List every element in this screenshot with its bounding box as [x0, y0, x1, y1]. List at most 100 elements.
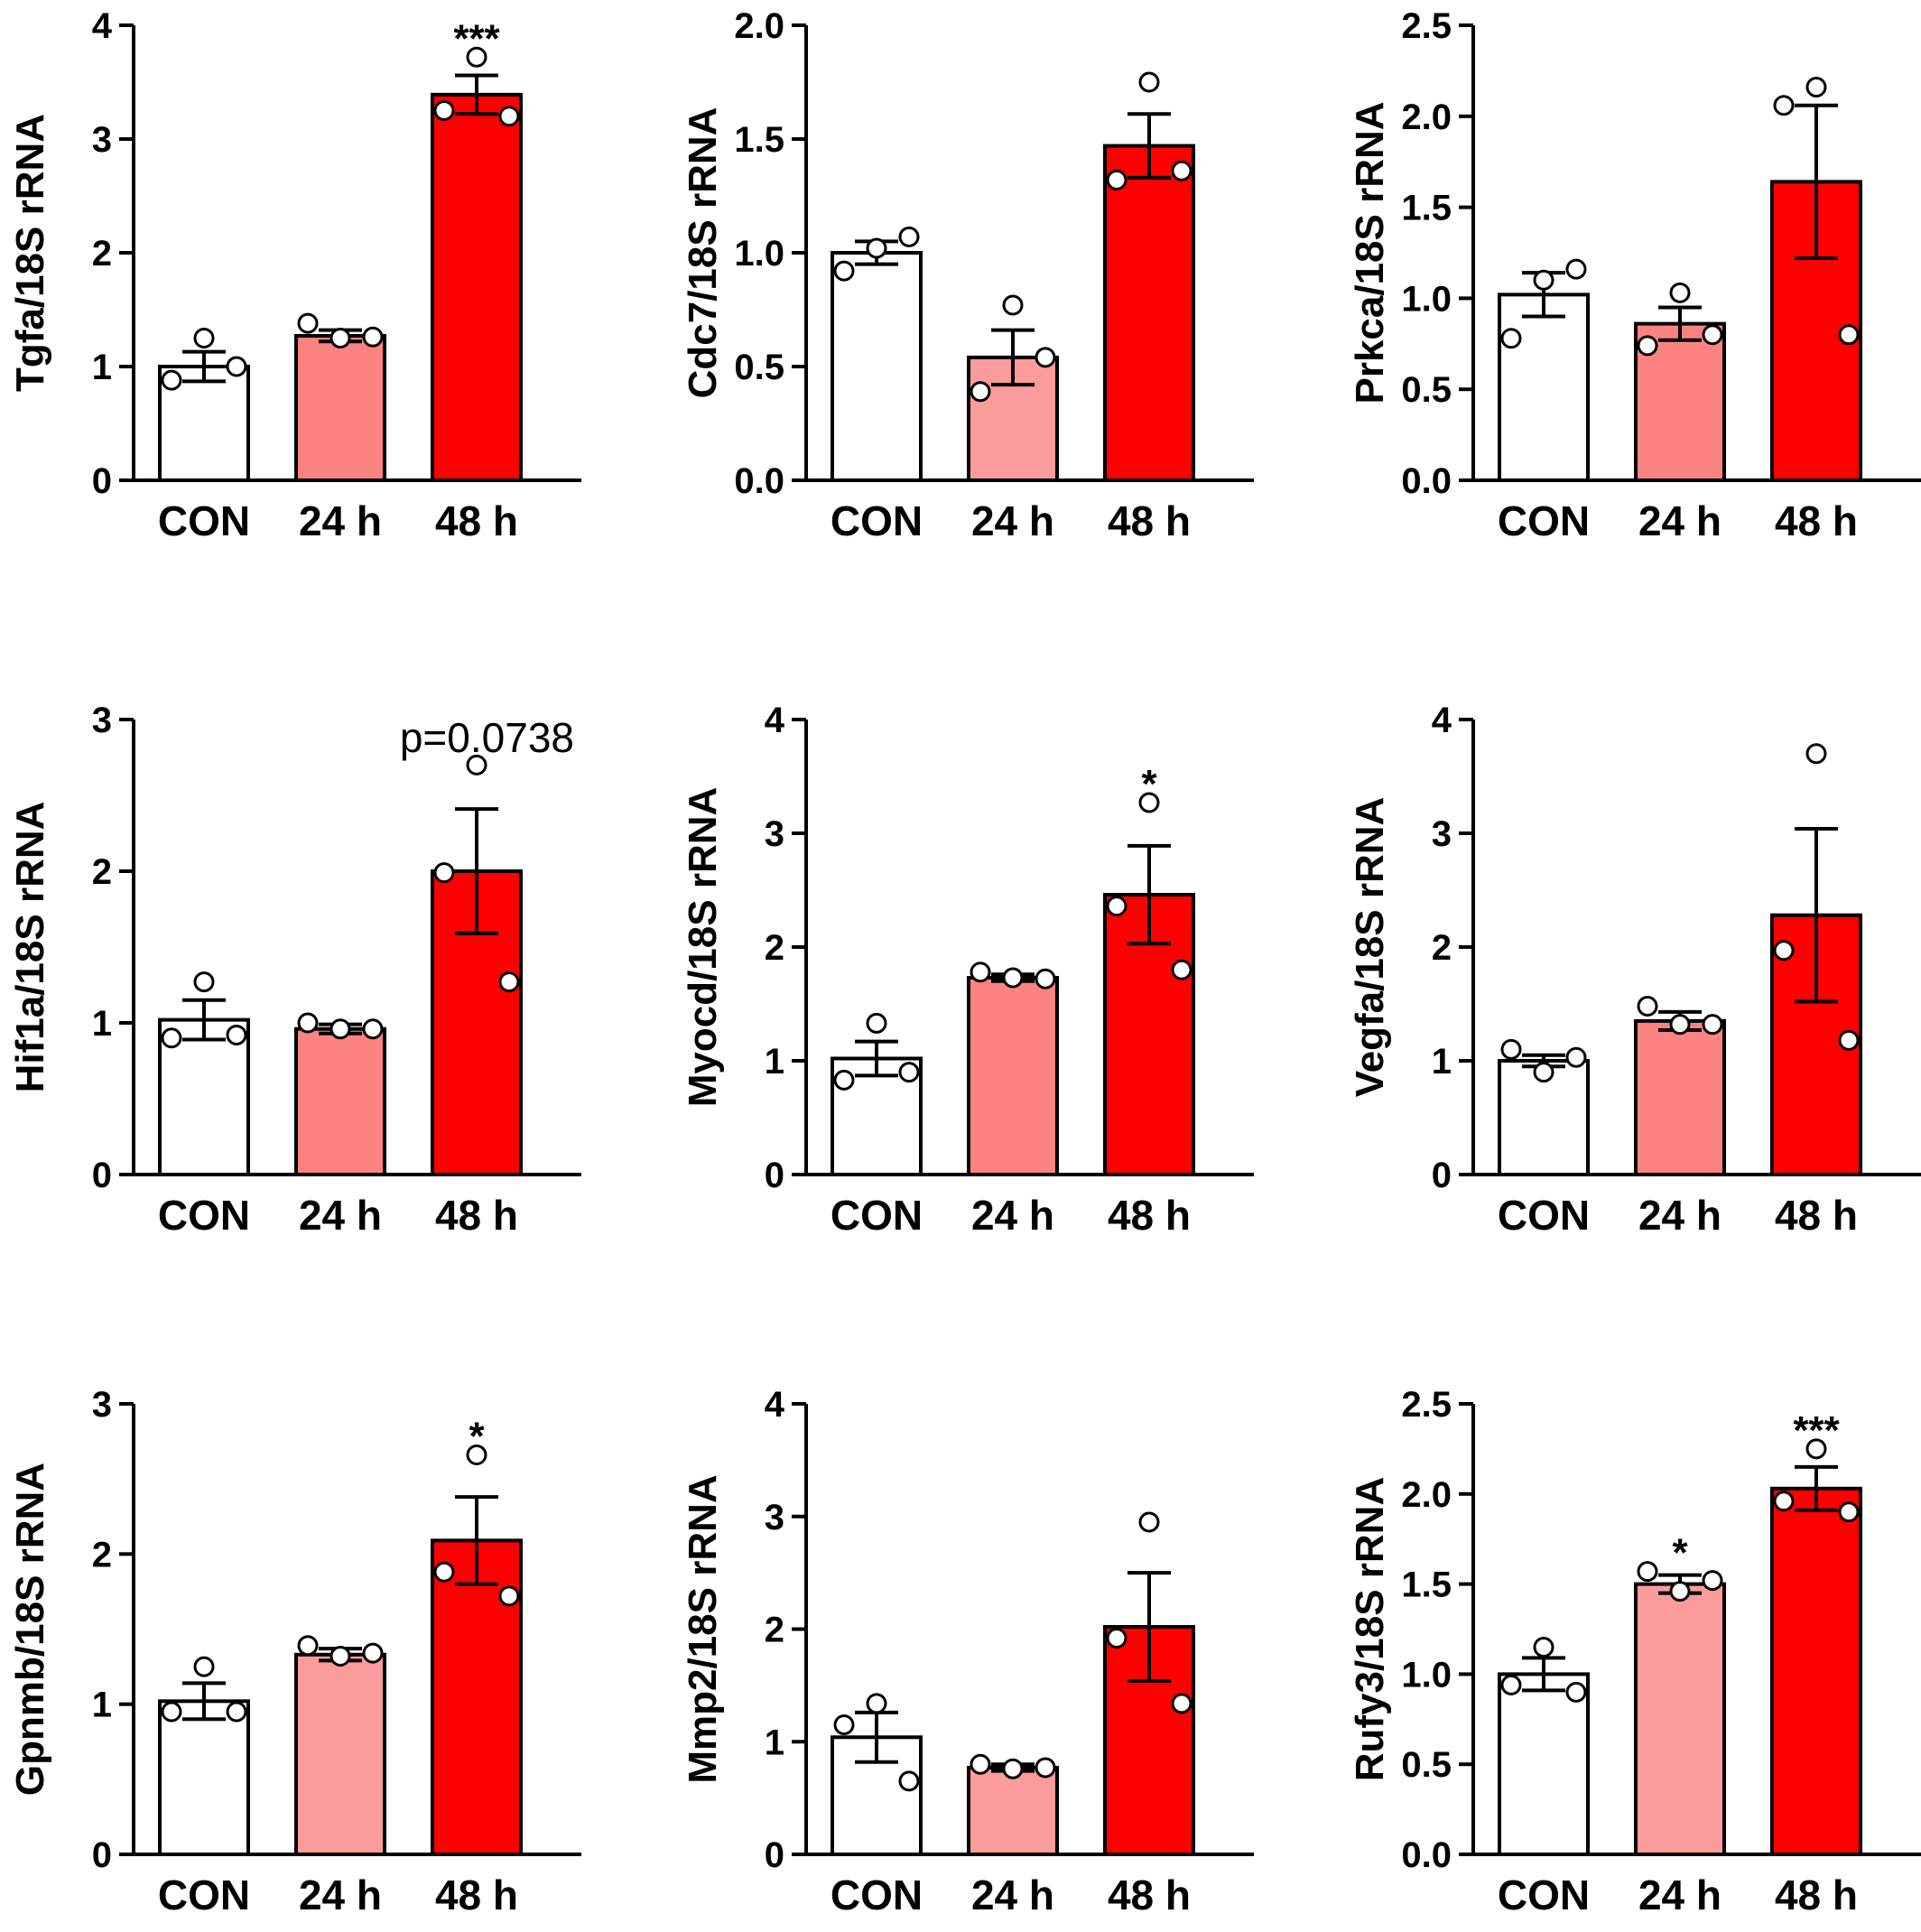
data-point [1500, 1674, 1522, 1695]
bar [1634, 1018, 1726, 1177]
y-tick-label: 0.0 [734, 461, 784, 501]
data-point [1773, 95, 1795, 116]
data-point [498, 1585, 520, 1607]
y-tick-label: 1.0 [734, 234, 784, 274]
x-tick-label: 48 h [1775, 1872, 1858, 1918]
data-point [329, 1645, 351, 1667]
x-tick-label: 48 h [1108, 1872, 1191, 1918]
y-tick-label: 1.5 [734, 120, 784, 160]
significance-label: *** [453, 16, 500, 60]
data-point [161, 1027, 182, 1049]
y-tick-label: 1 [765, 1723, 784, 1762]
significance-label: * [1672, 1531, 1688, 1575]
data-point [1669, 282, 1691, 303]
bar [158, 1699, 250, 1856]
data-point [498, 971, 520, 993]
data-point [1773, 940, 1795, 961]
data-point [1773, 1491, 1795, 1512]
data-point [1106, 169, 1128, 190]
x-tick-label: CON [158, 1872, 250, 1918]
data-point [193, 1656, 215, 1677]
y-tick-label: 2 [1432, 928, 1452, 968]
data-point [433, 1561, 455, 1583]
y-tick-label: 1.0 [1401, 1655, 1452, 1695]
data-point [226, 356, 247, 377]
y-axis-title: Gpnmb/18S rRNA [8, 1463, 52, 1796]
data-point [866, 237, 887, 259]
chart-panel: Cdc7/18S rRNA 0.0 0.5 1.0 1.5 2.0 CON 24 h 48 h [681, 6, 1254, 544]
y-tick-label: 0 [92, 1835, 112, 1875]
y-tick-label: 2 [765, 928, 784, 968]
chart-panel: Myocd/18S rRNA 0 1 2 3 4 CON 24 h 48 h * [681, 701, 1254, 1239]
y-tick-label: 1.5 [1401, 1565, 1452, 1605]
data-point [1138, 1511, 1160, 1533]
data-point [297, 1635, 319, 1657]
y-tick-label: 3 [92, 120, 112, 160]
data-point [1171, 959, 1193, 980]
y-tick-label: 2 [765, 1611, 784, 1650]
y-tick-label: 0 [765, 1835, 784, 1875]
data-point [833, 1069, 855, 1091]
x-tick-label: 24 h [299, 497, 382, 544]
bar [967, 976, 1059, 1177]
x-tick-label: 48 h [435, 497, 518, 544]
data-point [1533, 1062, 1554, 1083]
x-tick-label: 24 h [1638, 1192, 1721, 1239]
data-point [1035, 968, 1056, 989]
y-tick-label: 4 [765, 1385, 785, 1425]
y-tick-label: 1 [92, 1004, 112, 1044]
y-tick-label: 0.0 [1401, 461, 1452, 501]
bar [967, 1765, 1059, 1857]
data-point [362, 1018, 384, 1040]
x-tick-label: CON [831, 497, 923, 544]
data-point [1002, 967, 1024, 989]
data-point [898, 1062, 920, 1083]
data-point [1637, 335, 1658, 357]
bar [294, 333, 386, 483]
data-point [1805, 743, 1827, 765]
data-point [1565, 258, 1587, 280]
y-axis-title: Tgfa/18S rRNA [8, 114, 52, 392]
y-tick-label: 0 [1432, 1156, 1452, 1195]
data-point [1106, 896, 1128, 917]
data-point [161, 369, 182, 391]
y-tick-label: 3 [92, 1385, 112, 1425]
data-point [1171, 160, 1193, 181]
x-tick-label: 48 h [1108, 497, 1191, 544]
chart-panel: Tgfa/18S rRNA 0 1 2 3 4 CON 24 h 48 h *** [8, 6, 581, 544]
significance-label: * [469, 1415, 485, 1459]
y-tick-label: 2.0 [1401, 1475, 1452, 1515]
data-point [297, 1012, 319, 1034]
data-point [329, 1018, 351, 1040]
data-point [1035, 1757, 1056, 1779]
data-point [1500, 328, 1522, 349]
y-tick-label: 3 [765, 1498, 784, 1537]
x-tick-label: CON [831, 1192, 923, 1239]
data-point [1637, 996, 1658, 1017]
y-tick-label: 2.5 [1401, 6, 1452, 46]
data-point [193, 971, 215, 993]
bar [831, 251, 923, 482]
data-point [1838, 1029, 1860, 1051]
data-point [866, 1693, 887, 1714]
x-tick-label: CON [1498, 1192, 1590, 1239]
data-point [833, 1714, 855, 1736]
data-point [226, 1024, 247, 1045]
y-axis-title: Mmp2/18S rRNA [681, 1474, 725, 1783]
y-tick-label: 0 [92, 461, 112, 501]
y-tick-label: 0 [765, 1156, 784, 1195]
data-point [466, 1444, 487, 1466]
bar [294, 1652, 386, 1856]
bar [1498, 1672, 1590, 1857]
data-point [297, 312, 319, 334]
x-tick-label: CON [1498, 1872, 1590, 1918]
chart-panel: Prkca/18S rRNA 0.0 0.5 1.0 1.5 2.0 2.5 CON 24 h 4… [1348, 6, 1921, 544]
y-tick-label: 3 [92, 701, 112, 740]
y-tick-label: 4 [92, 6, 113, 46]
y-tick-label: 2 [92, 1535, 112, 1574]
data-point [329, 328, 351, 348]
data-point [1500, 1038, 1522, 1060]
data-point [1702, 1014, 1723, 1036]
data-point [433, 862, 455, 884]
